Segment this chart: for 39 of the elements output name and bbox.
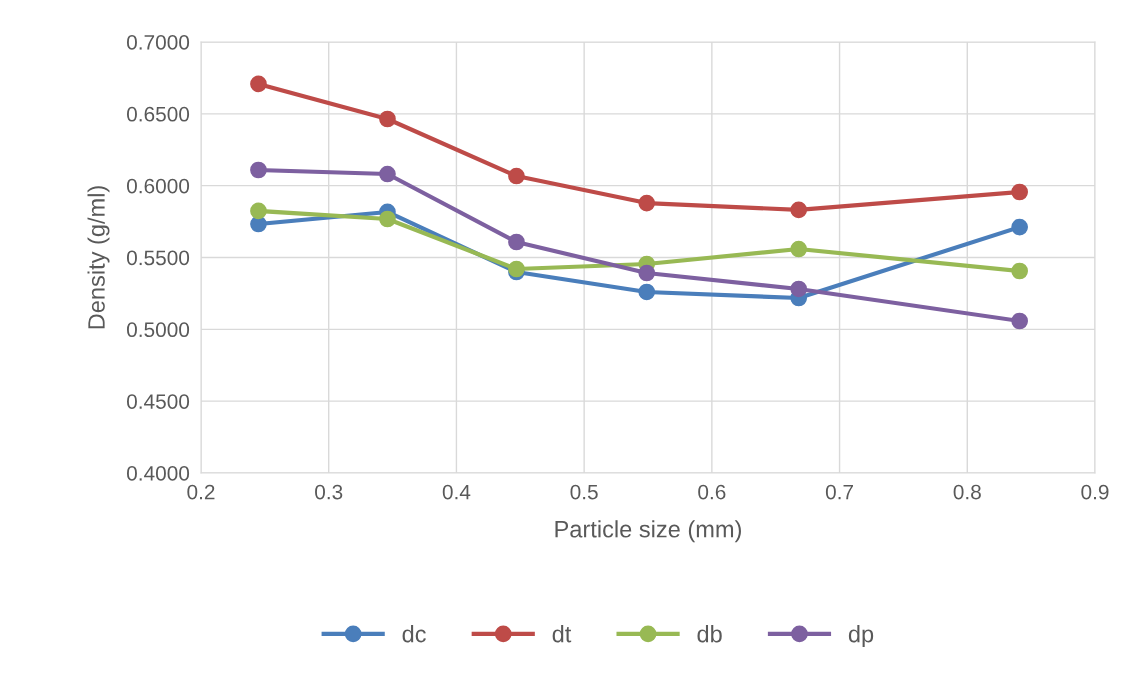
point [638, 283, 656, 301]
legend-label: dc [402, 625, 426, 643]
point [379, 110, 396, 128]
x-axis-title: Particle size (mm) [555, 520, 741, 543]
point [638, 264, 656, 282]
x-tick-label: 0.8 [953, 484, 981, 500]
legend-label: dp [848, 625, 874, 648]
point [379, 210, 396, 228]
legend-label: db [697, 625, 722, 643]
point [508, 167, 525, 185]
point [250, 202, 267, 220]
point [1011, 218, 1028, 236]
x-tick-label: 0.6 [698, 484, 726, 500]
x-tick-label: 0.9 [1081, 484, 1109, 500]
point [1011, 183, 1028, 201]
point [379, 165, 396, 183]
y-tick-label: 0.6000 [126, 178, 190, 194]
x-tick-label: 0.5 [570, 484, 598, 500]
y-tick-label: 0.5500 [126, 250, 190, 266]
x-tick-label: 0.3 [315, 484, 343, 500]
y-tick-label: 0.4500 [126, 394, 190, 409]
point [250, 75, 267, 93]
point [250, 161, 267, 179]
y-tick-label: 0.7000 [126, 35, 190, 50]
x-tick-label: 0.2 [187, 484, 215, 500]
point [790, 240, 808, 258]
x-tick-label: 0.4 [442, 484, 471, 500]
y-axis-title: Density (g/ml) [87, 186, 110, 329]
legend-label: dt [552, 625, 572, 643]
point [790, 280, 808, 298]
y-tick-label: 0.6500 [126, 106, 190, 122]
y-tick-label: 0.4000 [126, 466, 190, 481]
x-tick-label: 0.7 [825, 484, 854, 500]
y-tick-label: 0.5000 [126, 322, 190, 338]
point [790, 201, 808, 219]
point [1011, 312, 1028, 330]
point [638, 194, 656, 212]
point [508, 233, 525, 251]
point [1011, 262, 1028, 280]
